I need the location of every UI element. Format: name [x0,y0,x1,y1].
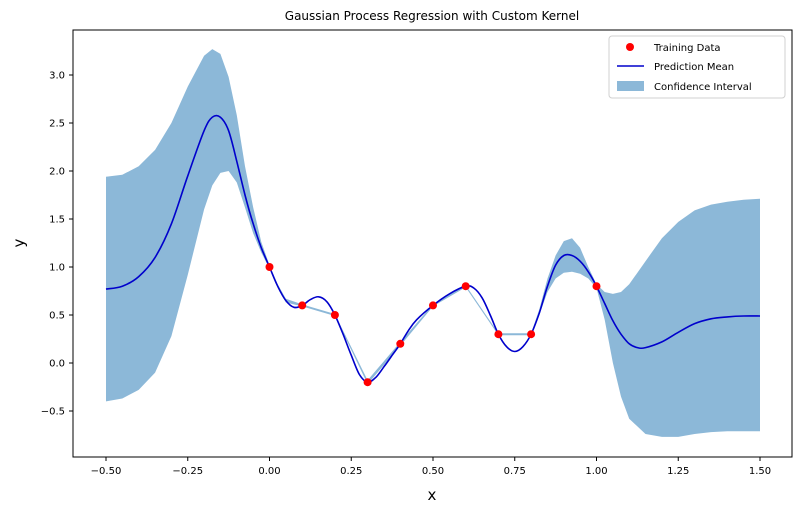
y-tick-label: 2.0 [49,167,65,178]
y-tick-label: 0.5 [49,311,65,322]
y-tick-label: 3.0 [49,71,65,82]
y-tick-label: 1.0 [49,263,65,274]
training-data-point [429,301,437,310]
training-data-point [330,311,339,319]
y-axis-ticks: −0.5 0.0 0.5 1.0 1.5 2.0 2.5 3.0 [41,71,73,418]
x-tick-label: −0.25 [172,466,203,477]
training-data-point [592,282,601,291]
x-tick-label: 0.00 [258,466,280,477]
training-data-points [265,263,601,387]
x-tick-label: 0.75 [504,466,526,477]
chart-title: Gaussian Process Regression with Custom … [285,9,579,23]
x-tick-label: 1.25 [667,466,689,477]
legend: Training Data Prediction Mean Confidence… [608,35,786,99]
prediction-mean-line [105,114,761,384]
legend-label-training: Training Data [653,43,721,54]
confidence-interval-band [106,49,760,437]
training-data-point [298,301,307,310]
training-data-point [494,330,503,339]
legend-label-mean: Prediction Mean [654,62,734,73]
x-tick-label: 1.50 [749,466,771,477]
legend-label-confidence: Confidence Interval [654,82,752,93]
x-tick-label: 1.00 [585,466,607,477]
plot-area [105,49,761,437]
x-tick-label: −0.50 [91,466,122,477]
x-axis-label: x [428,486,437,504]
legend-confidence-patch-icon [617,81,644,91]
training-data-point [527,330,536,339]
y-tick-label: 0.0 [49,359,65,370]
training-data-point [461,282,470,291]
legend-training-marker-icon [626,43,634,51]
y-tick-label: 2.5 [49,119,65,130]
training-data-point [265,263,274,271]
x-axis-ticks: −0.50 −0.25 0.00 0.25 0.50 0.75 1.00 1.25 1.50 [91,457,771,477]
training-data-point [363,378,372,387]
x-tick-label: 0.25 [340,466,362,477]
y-axis-label: y [10,238,28,247]
y-tick-label: −0.5 [41,407,65,418]
y-tick-label: 1.5 [49,215,65,226]
x-tick-label: 0.50 [422,466,444,477]
legend-box [608,35,786,99]
training-data-point [396,339,405,348]
